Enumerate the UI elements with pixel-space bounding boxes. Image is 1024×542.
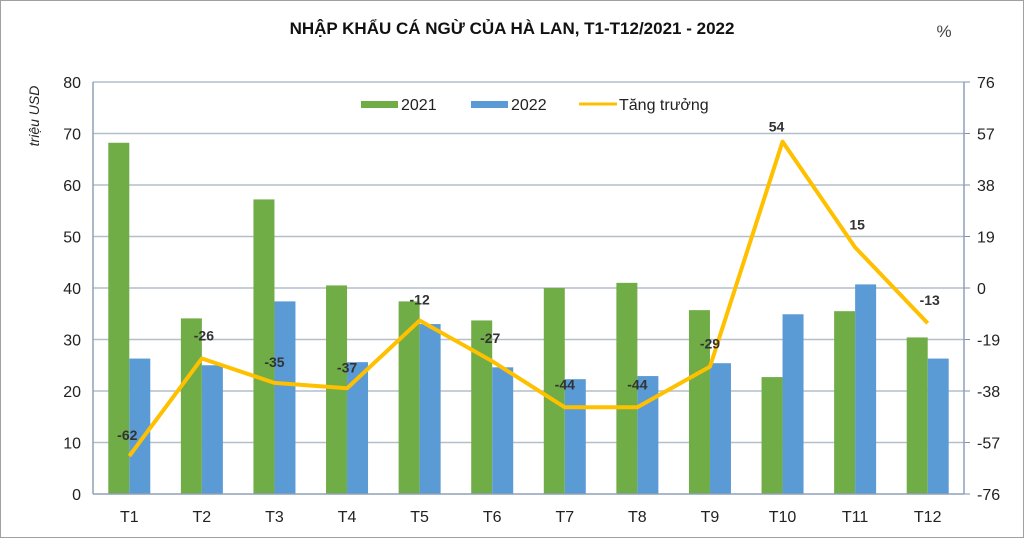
bar-2021 — [761, 377, 783, 494]
y-axis-label: triệu USD — [26, 86, 42, 147]
y2-tick-label: 0 — [977, 281, 986, 298]
y2-tick-label: -76 — [977, 487, 1000, 504]
growth-data-label: 15 — [849, 216, 865, 232]
y2-tick-label: -57 — [977, 436, 1000, 453]
x-tick-label: T7 — [555, 509, 574, 526]
bar-2022 — [927, 358, 949, 494]
legend: 2021 2022 Tăng trưởng — [361, 97, 709, 114]
bar-2021 — [906, 337, 928, 494]
chart-title: NHẬP KHẨU CÁ NGỪ CỦA HÀ LAN, T1-T12/2021… — [290, 19, 735, 38]
bar-2021 — [688, 310, 710, 494]
y-tick-label: 0 — [72, 487, 81, 504]
growth-data-label: -29 — [700, 336, 720, 352]
bar-2021 — [543, 288, 565, 494]
bar-2022 — [129, 358, 151, 494]
growth-data-label: -35 — [264, 354, 284, 370]
y-tick-label: 80 — [63, 75, 81, 92]
bar-2021 — [180, 318, 202, 494]
gridlines: 0 10 20 30 40 50 60 70 80 -76 -57 -38 -19 0 19 38 57 76 — [63, 75, 1000, 504]
growth-line: -62 -26 -35 -37 -12 -27 -44 -44 -29 54 15 -13 — [117, 119, 940, 458]
growth-data-label: -12 — [410, 292, 430, 308]
bar-2022 — [201, 365, 223, 494]
growth-data-label: -37 — [337, 359, 357, 375]
x-tick-label: T8 — [628, 509, 647, 526]
bar-2022 — [855, 284, 877, 494]
y-tick-label: 30 — [63, 333, 81, 350]
y-tick-label: 10 — [63, 436, 81, 453]
bar-2022 — [709, 363, 731, 494]
y-tick-label: 60 — [63, 178, 81, 195]
x-tick-label: T1 — [120, 509, 139, 526]
bar-2022 — [492, 367, 514, 494]
bar-2021 — [471, 320, 493, 494]
y2-tick-label: 19 — [977, 230, 995, 247]
y-tick-label: 50 — [63, 230, 81, 247]
growth-data-label: -27 — [480, 330, 500, 346]
y2-tick-label: 57 — [977, 127, 995, 144]
x-tick-label: T2 — [193, 509, 212, 526]
y2-axis-label: % — [936, 22, 951, 41]
axes — [92, 82, 965, 495]
bar-2022 — [637, 376, 659, 494]
y2-tick-label: -38 — [977, 384, 1000, 401]
legend-label: 2022 — [511, 97, 547, 114]
x-tick-label: T11 — [842, 509, 868, 526]
growth-data-label: 54 — [769, 119, 785, 135]
y-tick-label: 70 — [63, 127, 81, 144]
bar-2021 — [398, 301, 420, 494]
bar-2022 — [274, 301, 296, 494]
bar-2022 — [564, 379, 586, 494]
bar-2022 — [419, 324, 441, 494]
bar-2022 — [347, 362, 369, 494]
y-tick-label: 20 — [63, 384, 81, 401]
y2-tick-label: 38 — [977, 178, 995, 195]
bar-2021 — [108, 142, 130, 494]
x-tick-label: T10 — [769, 509, 797, 526]
y2-tick-label: 76 — [977, 75, 995, 92]
bar-2022 — [782, 314, 804, 494]
x-tick-label: T9 — [701, 509, 720, 526]
legend-swatch-2022 — [471, 101, 508, 108]
y2-tick-label: -19 — [977, 333, 1000, 350]
legend-label: Tăng trưởng — [619, 97, 709, 114]
legend-label: 2021 — [401, 97, 437, 114]
x-tick-label: T4 — [338, 509, 357, 526]
bar-2021 — [326, 285, 348, 494]
y-tick-label: 40 — [63, 281, 81, 298]
x-tick-label: T5 — [410, 509, 429, 526]
growth-data-label: -26 — [194, 327, 214, 343]
growth-data-label: -62 — [117, 427, 137, 443]
growth-data-label: -44 — [555, 376, 575, 392]
legend-swatch-2021 — [361, 101, 398, 108]
bar-2021 — [834, 311, 856, 494]
x-tick-label: T3 — [265, 509, 284, 526]
bar-2021 — [616, 282, 638, 494]
bars: T1 T2 T3 T4 T5 T6 T7 T8 T9 T10 T11 T12 — [108, 142, 949, 526]
growth-line-path — [127, 139, 930, 458]
bar-2021 — [253, 199, 275, 495]
x-tick-label: T6 — [483, 509, 502, 526]
growth-data-label: -44 — [627, 376, 647, 392]
growth-data-label: -13 — [920, 292, 940, 308]
x-tick-label: T12 — [914, 509, 942, 526]
